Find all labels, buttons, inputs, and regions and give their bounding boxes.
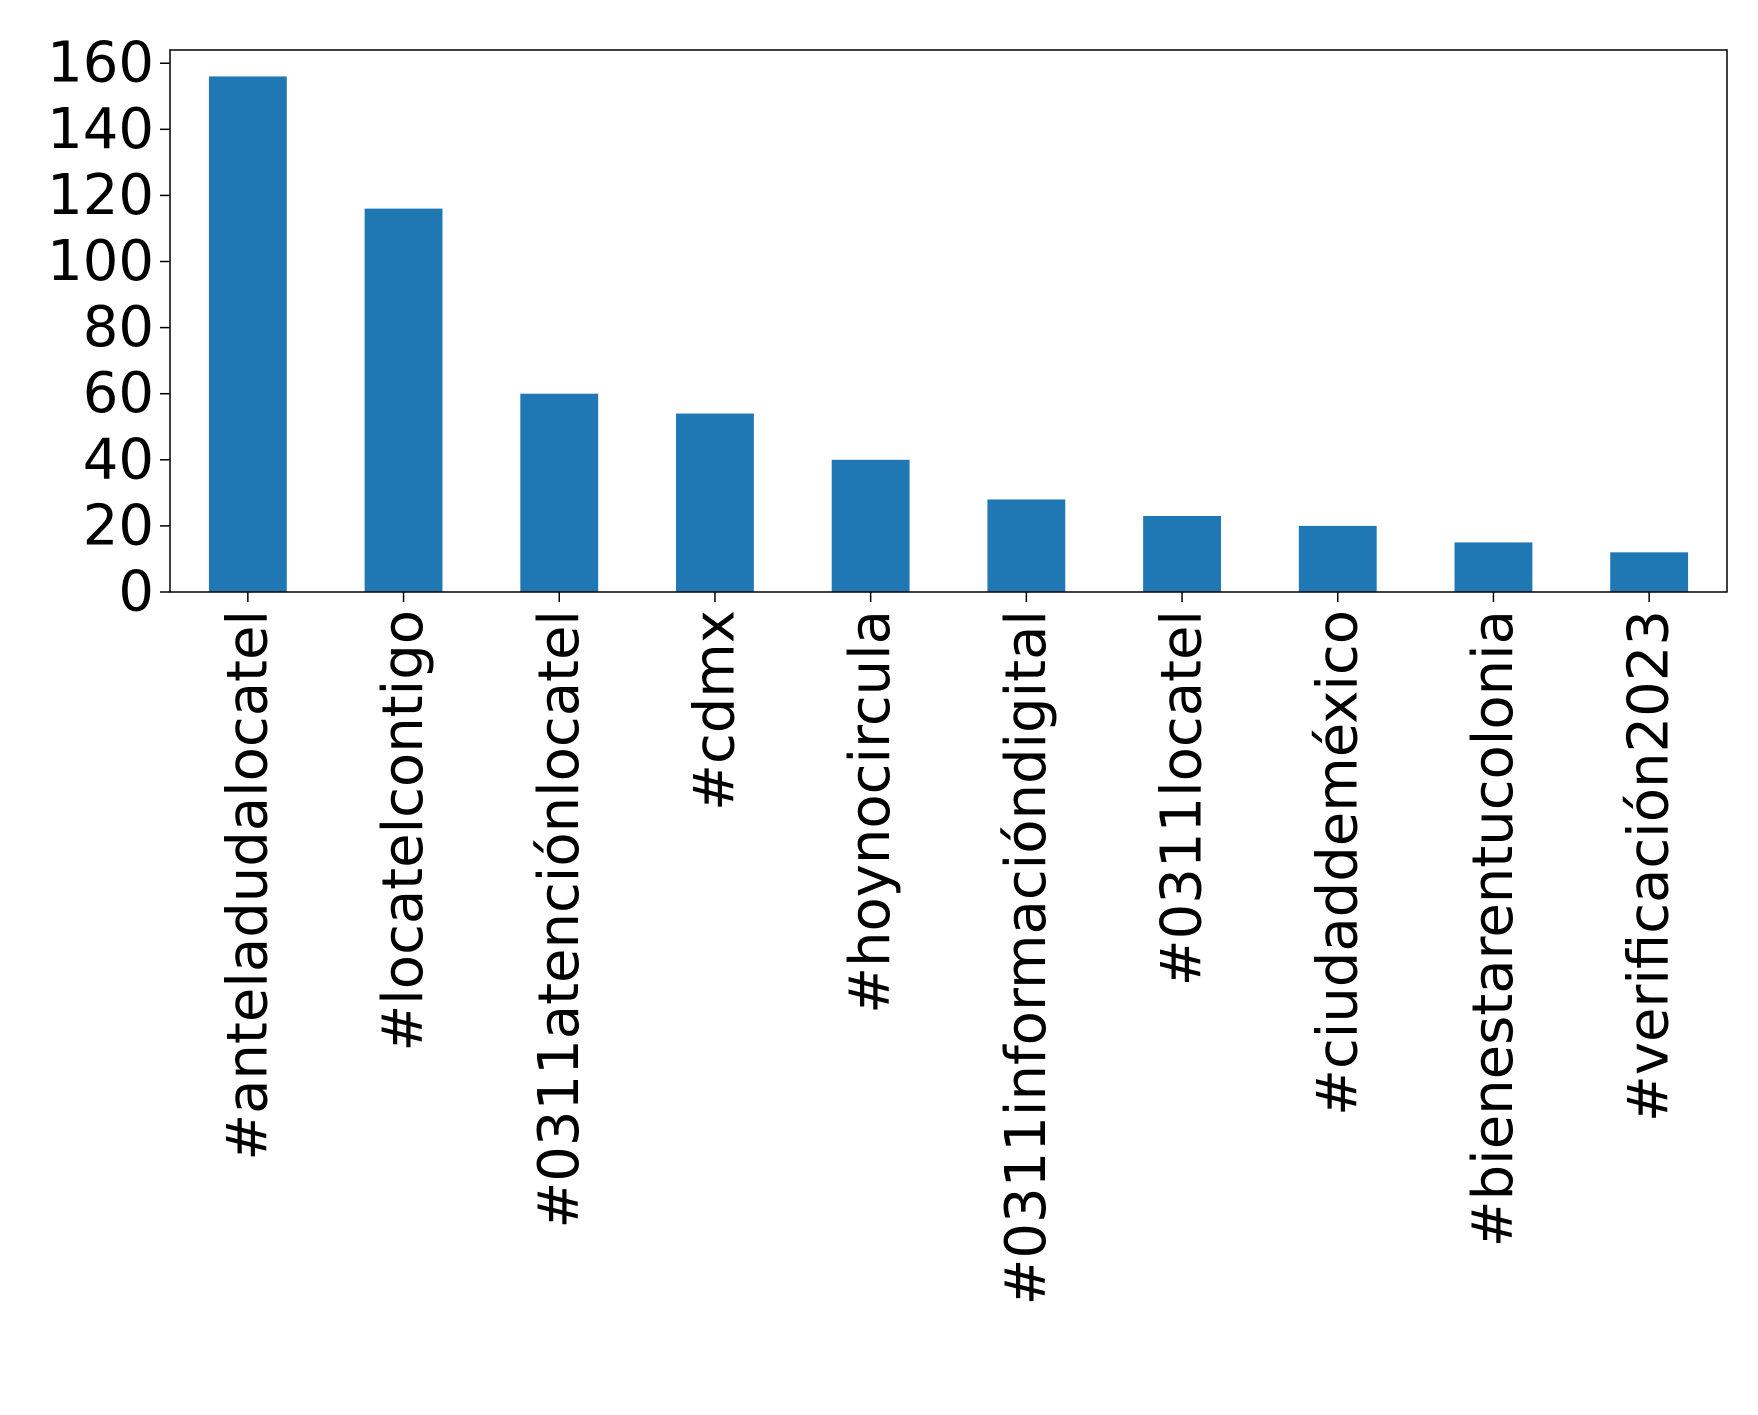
- bar-10: [1610, 552, 1689, 592]
- x-axis: #anteladudalocatel #locatelcontigo #0311at…: [215, 592, 1682, 1306]
- bar-8: [1298, 525, 1377, 592]
- y-tick-label-0: 0: [118, 560, 154, 625]
- y-tick-label-80: 80: [83, 295, 154, 360]
- x-tick-label-1: #anteladudalocatel: [215, 610, 280, 1161]
- bar-7: [1143, 515, 1221, 592]
- y-tick-label-40: 40: [83, 427, 154, 492]
- bar-2: [364, 208, 443, 592]
- x-tick-label-4: #cdmx: [682, 610, 747, 811]
- x-tick-label-5: #hoynocircula: [838, 610, 903, 1014]
- x-tick-label-7: #0311locatel: [1150, 610, 1215, 986]
- bar-1: [208, 76, 287, 592]
- bar-9: [1454, 542, 1533, 592]
- bar-5: [831, 459, 910, 592]
- plot-frame: [169, 49, 1728, 593]
- bar-6: [987, 499, 1066, 592]
- y-tick-label-140: 140: [47, 97, 154, 162]
- bars-group: [208, 76, 1689, 592]
- x-tick-label-2: #locatelcontigo: [371, 610, 436, 1052]
- x-tick-label-8: #ciudaddeméxico: [1305, 610, 1370, 1116]
- x-tick-label-9: #bienestarentucolonia: [1461, 610, 1526, 1247]
- x-tick-label-10: #verificación2023: [1617, 610, 1682, 1122]
- y-tick-label-60: 60: [83, 361, 154, 426]
- y-tick-label-20: 20: [83, 493, 154, 558]
- bar-3: [520, 393, 599, 592]
- x-tick-label-3: #0311atenciónlocatel: [527, 610, 592, 1229]
- y-tick-label-120: 120: [47, 163, 154, 228]
- y-tick-label-100: 100: [47, 229, 154, 294]
- x-tick-label-6: #0311informacióndigital: [994, 610, 1059, 1306]
- y-tick-label-160: 160: [47, 31, 154, 96]
- bar-4: [676, 413, 754, 592]
